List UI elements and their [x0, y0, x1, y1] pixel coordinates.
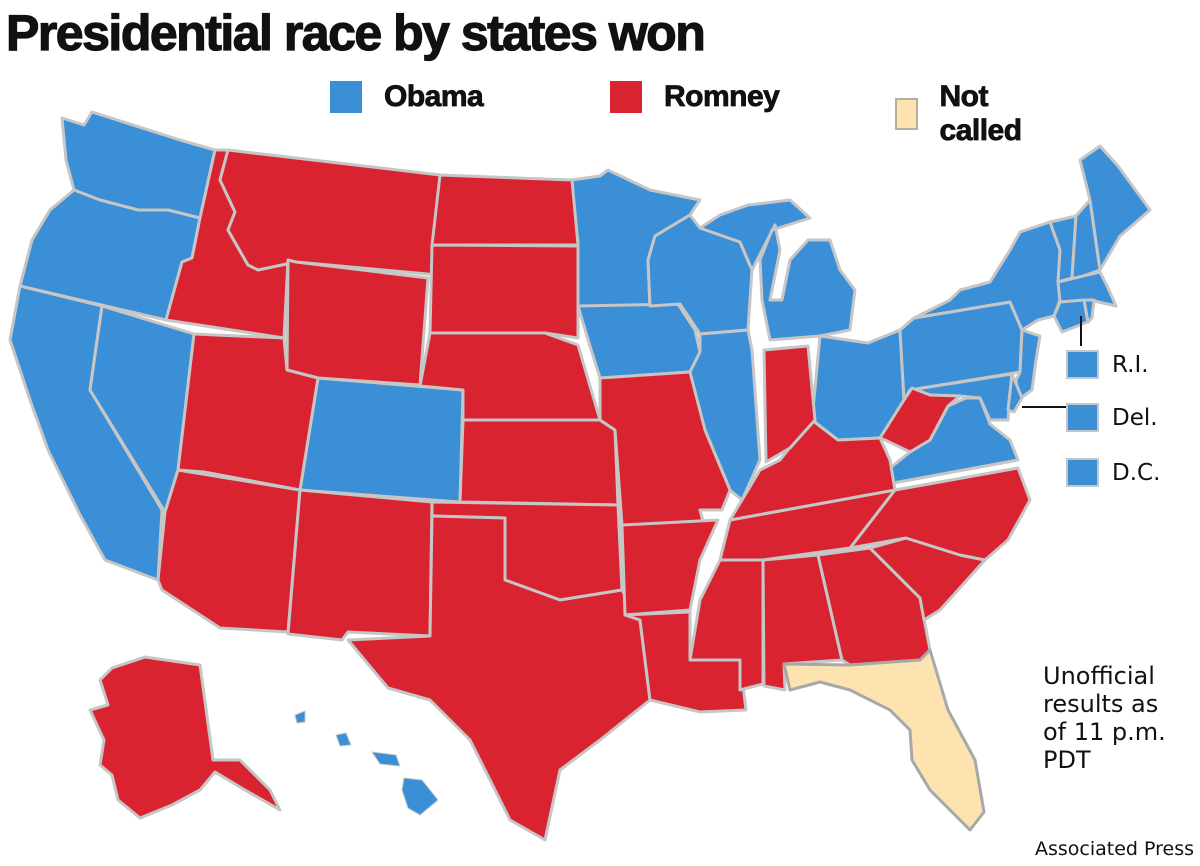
legend-swatch-romney	[610, 81, 642, 113]
small-state-del: Del.	[1066, 403, 1158, 432]
state-west-virginia[interactable]	[878, 386, 962, 454]
state-maine[interactable]	[1078, 144, 1152, 272]
state-new-jersey[interactable]	[1014, 328, 1042, 402]
state-florida[interactable]	[782, 648, 986, 832]
label-ri: R.I.	[1112, 351, 1149, 378]
state-hawaii[interactable]	[294, 710, 439, 816]
state-alaska[interactable]	[88, 655, 282, 820]
note-line-4: PDT	[1043, 746, 1091, 774]
state-colorado[interactable]	[298, 376, 465, 504]
note-line-2: results as	[1043, 690, 1159, 718]
state-north-dakota[interactable]	[430, 173, 580, 247]
state-louisiana[interactable]	[623, 610, 748, 714]
source-credit: Associated Press	[1034, 838, 1194, 860]
state-arkansas[interactable]	[620, 518, 720, 617]
legend-label-obama: Obama	[384, 80, 485, 114]
swatch-dc	[1066, 458, 1099, 487]
legend-item-romney: Romney	[610, 80, 781, 114]
note-line-1: Unofficial	[1043, 662, 1155, 690]
legend-label-romney: Romney	[664, 80, 781, 114]
state-missouri[interactable]	[598, 370, 732, 527]
state-new-mexico[interactable]	[286, 488, 434, 642]
swatch-del	[1066, 403, 1099, 432]
swatch-ri	[1066, 350, 1099, 379]
legend-label-not-called: Not called	[939, 80, 1022, 148]
state-rhode-island[interactable]	[1082, 298, 1096, 324]
legend-swatch-not-called	[895, 98, 918, 130]
small-state-dc: D.C.	[1066, 458, 1160, 487]
state-montana[interactable]	[218, 148, 442, 277]
state-kansas[interactable]	[458, 418, 620, 507]
results-note: Unofficial results as of 11 p.m. PDT	[1043, 662, 1166, 774]
legend-swatch-obama	[330, 81, 362, 113]
state-wyoming[interactable]	[285, 258, 430, 387]
legend-item-obama: Obama	[330, 80, 485, 114]
state-iowa[interactable]	[576, 302, 702, 380]
state-arizona[interactable]	[156, 468, 302, 634]
state-indiana[interactable]	[762, 344, 817, 464]
map-title: Presidential race by states won	[5, 4, 706, 61]
label-dc: D.C.	[1112, 459, 1161, 486]
state-delaware[interactable]	[1006, 372, 1024, 414]
small-state-ri: R.I.	[1066, 350, 1149, 379]
note-line-3: of 11 p.m.	[1043, 718, 1166, 746]
state-michigan[interactable]	[698, 198, 857, 342]
label-del: Del.	[1112, 404, 1158, 431]
legend-item-not-called: Not called	[895, 80, 1031, 148]
state-texas[interactable]	[346, 514, 652, 842]
state-connecticut[interactable]	[1052, 298, 1090, 334]
state-south-dakota[interactable]	[428, 243, 580, 340]
